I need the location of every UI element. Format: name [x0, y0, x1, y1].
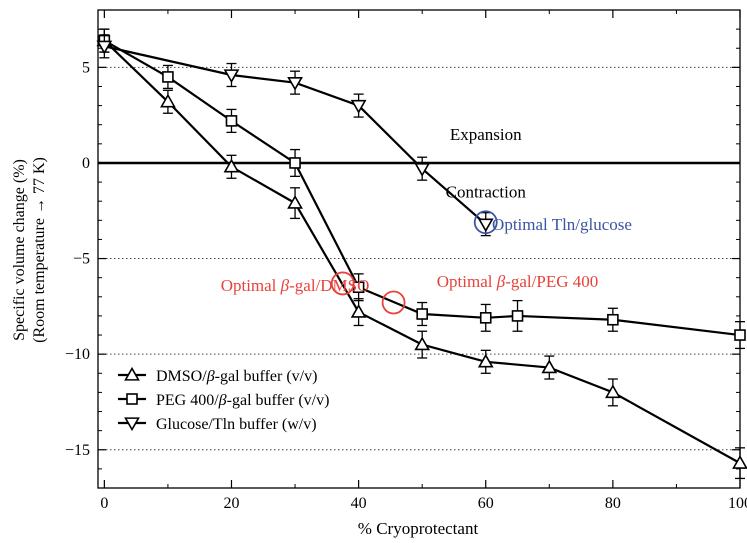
- annotations: Expansion Contraction Optimal β-gal/DMSO Op…: [221, 125, 632, 315]
- x-tick-label: 60: [478, 495, 494, 512]
- y-tick-label: 5: [82, 59, 90, 76]
- x-tick-label: 40: [351, 495, 367, 512]
- series-group: [96, 28, 747, 480]
- data-point: [414, 163, 431, 177]
- legend-label: PEG 400/β-gal buffer (v/v): [156, 392, 329, 409]
- series-3: [96, 34, 494, 237]
- data-point: [477, 353, 494, 368]
- data-point: [223, 158, 240, 173]
- legend-marker: [126, 393, 138, 405]
- y-tick-label: −15: [65, 442, 90, 459]
- annotation-label: Expansion: [450, 125, 522, 144]
- y-tick-label: 0: [82, 155, 90, 172]
- annotation-label: Optimal β-gal/DMSO: [221, 276, 370, 295]
- gridlines: [98, 66, 740, 451]
- x-tick-label: 100: [728, 495, 747, 512]
- y-axis-label-line1: Specific volume change (%): [11, 159, 28, 341]
- legend-item: Glucose/Tln buffer (w/v): [118, 416, 317, 433]
- data-point: [160, 93, 176, 108]
- data-point: [287, 194, 303, 209]
- data-point: [604, 384, 621, 399]
- y-tick-label: −5: [73, 251, 90, 268]
- data-point: [416, 308, 428, 320]
- data-point: [732, 455, 747, 469]
- legend-label: Glucose/Tln buffer (w/v): [156, 416, 317, 433]
- data-point: [414, 336, 431, 351]
- data-point: [223, 69, 240, 84]
- data-point: [479, 312, 492, 324]
- legend: DMSO/β-gal buffer (v/v) PEG 400/β-gal buf…: [118, 366, 329, 433]
- legend-label: DMSO/β-gal buffer (v/v): [156, 368, 317, 385]
- annotation-label: Contraction: [446, 182, 527, 201]
- data-point: [541, 359, 558, 374]
- highlight-circle: [473, 210, 498, 235]
- plot-frame: [97, 9, 741, 489]
- annotation-label: Optimal Tln/glucose: [492, 215, 632, 234]
- legend-item: DMSO/β-gal buffer (v/v): [118, 366, 317, 385]
- data-point: [734, 329, 746, 341]
- data-point: [511, 310, 524, 322]
- x-axis-label: % Cryoprotectant: [358, 519, 479, 538]
- legend-item: PEG 400/β-gal buffer (v/v): [118, 392, 329, 409]
- axes: 0 20 40 60 80 100 5 0 −5 −10 −15: [65, 9, 747, 512]
- data-point: [96, 40, 113, 55]
- data-point: [350, 303, 367, 318]
- legend-marker: [124, 366, 140, 381]
- legend-marker: [124, 417, 140, 432]
- x-tick-label: 0: [100, 495, 108, 512]
- y-axis-label-line2: (Room temperature → 77 K): [31, 157, 48, 343]
- series-line: [103, 39, 741, 465]
- highlight-circle: [381, 290, 406, 315]
- data-point: [607, 313, 619, 326]
- data-point: [477, 218, 494, 233]
- data-point: [289, 157, 301, 169]
- y-tick-label: −10: [65, 346, 90, 363]
- annotation-label: Optimal β-gal/PEG 400: [437, 272, 598, 291]
- series-line: [103, 39, 741, 337]
- data-point: [162, 71, 174, 83]
- x-tick-label: 20: [223, 495, 239, 512]
- data-point: [225, 115, 238, 127]
- x-tick-label: 80: [605, 495, 621, 512]
- data-point: [350, 99, 367, 114]
- series-line: [104, 45, 487, 225]
- series-2: [98, 28, 746, 350]
- data-point: [287, 76, 303, 91]
- highlight-circle: [330, 271, 355, 296]
- series-1: [96, 28, 747, 480]
